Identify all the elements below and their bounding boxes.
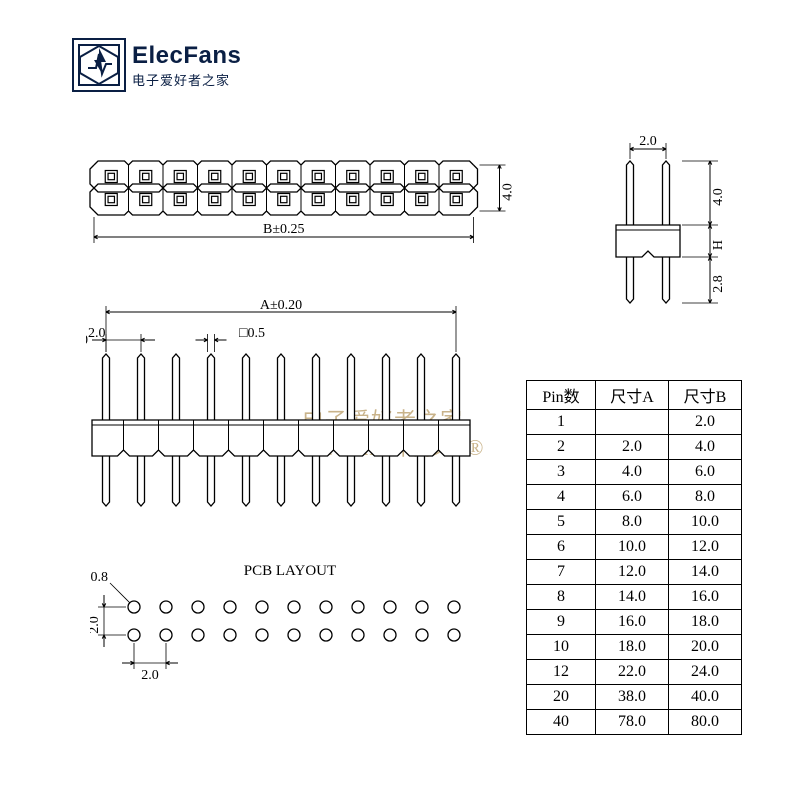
logo: ElecFans 电子爱好者之家 <box>72 38 241 92</box>
diagram-side-view: 2.0 4.0 H 2.8 <box>588 125 748 335</box>
svg-text:Ø0.8: Ø0.8 <box>90 570 108 585</box>
diagram-front-view: A±0.20 2.02.0 □0.5 <box>86 300 526 530</box>
svg-text:2.0: 2.0 <box>86 333 88 348</box>
table-header: Pin数 <box>527 381 596 410</box>
table-row: 712.014.0 <box>527 560 742 585</box>
table-row: 58.010.0 <box>527 510 742 535</box>
svg-text:2.8: 2.8 <box>711 275 726 293</box>
svg-text:2.0: 2.0 <box>88 326 106 341</box>
table-header: 尺寸B <box>669 381 742 410</box>
table-row: 610.012.0 <box>527 535 742 560</box>
svg-text:PCB LAYOUT: PCB LAYOUT <box>244 563 336 579</box>
diagram-top-view: 4.0 B±0.25 <box>86 155 546 275</box>
svg-text:4.0: 4.0 <box>711 188 726 206</box>
table-row: 1222.024.0 <box>527 660 742 685</box>
table-row: 814.016.0 <box>527 585 742 610</box>
diagram-pcb-layout: PCB LAYOUT Ø0.8 2.0 2.0 <box>90 555 520 695</box>
logo-subtitle: 电子爱好者之家 <box>132 70 241 89</box>
table-row: 1018.020.0 <box>527 635 742 660</box>
svg-text:B±0.25: B±0.25 <box>263 222 305 237</box>
dimension-table: Pin数尺寸A尺寸B12.022.04.034.06.046.08.058.01… <box>526 380 742 735</box>
svg-text:2.0: 2.0 <box>90 616 102 634</box>
logo-icon <box>72 38 126 92</box>
svg-text:2.0: 2.0 <box>639 134 657 149</box>
svg-text:A±0.20: A±0.20 <box>260 300 302 313</box>
svg-text:□0.5: □0.5 <box>239 326 265 341</box>
logo-title: ElecFans <box>132 42 241 70</box>
table-row: 12.0 <box>527 410 742 435</box>
svg-text:4.0: 4.0 <box>501 183 516 201</box>
table-header: 尺寸A <box>596 381 669 410</box>
table-row: 46.08.0 <box>527 485 742 510</box>
table-row: 4078.080.0 <box>527 710 742 735</box>
svg-text:H: H <box>711 240 726 250</box>
table-row: 916.018.0 <box>527 610 742 635</box>
table-row: 2038.040.0 <box>527 685 742 710</box>
table-row: 22.04.0 <box>527 435 742 460</box>
table-row: 34.06.0 <box>527 460 742 485</box>
svg-text:2.0: 2.0 <box>141 668 159 683</box>
